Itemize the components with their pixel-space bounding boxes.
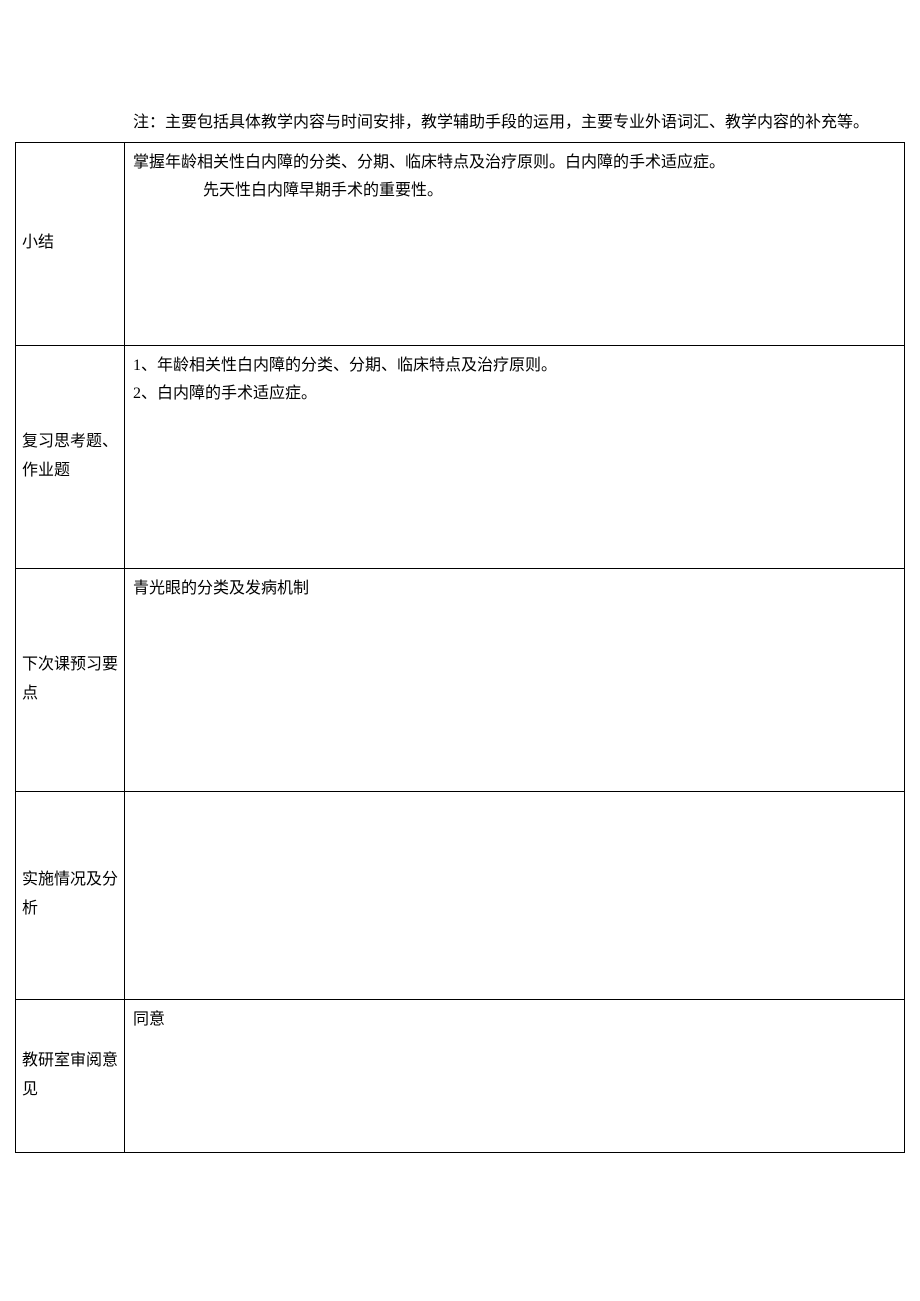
content-line: 青光眼的分类及发病机制 <box>133 575 896 604</box>
row-label-implementation: 实施情况及分析 <box>16 791 125 999</box>
table-row: 下次课预习要点 青光眼的分类及发病机制 <box>16 568 905 791</box>
row-label-preview: 下次课预习要点 <box>16 568 125 791</box>
row-content-preview: 青光眼的分类及发病机制 <box>125 568 905 791</box>
content-line: 同意 <box>133 1006 896 1035</box>
teaching-plan-table: 小结 掌握年龄相关性白内障的分类、分期、临床特点及治疗原则。白内障的手术适应症。… <box>15 142 905 1153</box>
row-content-implementation <box>125 791 905 999</box>
table-row: 小结 掌握年龄相关性白内障的分类、分期、临床特点及治疗原则。白内障的手术适应症。… <box>16 142 905 345</box>
row-label-review: 复习思考题、作业题 <box>16 345 125 568</box>
content-line: 2、白内障的手术适应症。 <box>133 380 896 409</box>
table-row: 教研室审阅意见 同意 <box>16 999 905 1152</box>
table-row: 实施情况及分析 <box>16 791 905 999</box>
content-line: 1、年龄相关性白内障的分类、分期、临床特点及治疗原则。 <box>133 352 896 381</box>
document-page: 注：主要包括具体教学内容与时间安排，教学辅助手段的运用，主要专业外语词汇、教学内… <box>0 0 920 1213</box>
header-note: 注：主要包括具体教学内容与时间安排，教学辅助手段的运用，主要专业外语词汇、教学内… <box>133 110 905 136</box>
content-line: 掌握年龄相关性白内障的分类、分期、临床特点及治疗原则。白内障的手术适应症。 <box>133 149 896 178</box>
row-content-review: 1、年龄相关性白内障的分类、分期、临床特点及治疗原则。 2、白内障的手术适应症。 <box>125 345 905 568</box>
row-content-approval: 同意 <box>125 999 905 1152</box>
row-label-summary: 小结 <box>16 142 125 345</box>
row-content-summary: 掌握年龄相关性白内障的分类、分期、临床特点及治疗原则。白内障的手术适应症。 先天… <box>125 142 905 345</box>
content-line: 先天性白内障早期手术的重要性。 <box>133 177 896 206</box>
table-row: 复习思考题、作业题 1、年龄相关性白内障的分类、分期、临床特点及治疗原则。 2、… <box>16 345 905 568</box>
row-label-approval: 教研室审阅意见 <box>16 999 125 1152</box>
